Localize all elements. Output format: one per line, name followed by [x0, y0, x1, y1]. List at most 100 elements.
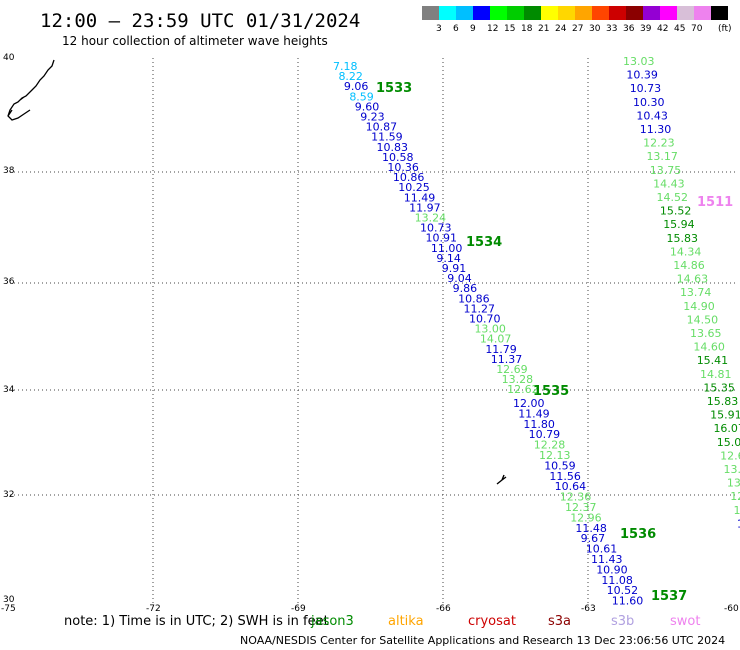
lat-lon-grid: [10, 58, 735, 603]
pass-number-label: 1533: [376, 81, 412, 96]
colorbar-label: 36: [623, 24, 635, 34]
swh-value: 15.05: [717, 436, 740, 449]
swh-value: 11.59: [371, 131, 403, 144]
swh-value: 12.96: [570, 511, 602, 524]
swh-value: 10.52: [607, 584, 639, 597]
swh-value: 14.86: [673, 259, 705, 272]
swh-value: 16.07: [713, 422, 740, 435]
swh-value: 9.04: [447, 272, 472, 285]
swh-value: 9.91: [442, 262, 467, 275]
satellite-legend-item: s3b: [611, 614, 634, 629]
swh-value: 14.52: [657, 191, 689, 204]
swh-value: 12.62: [507, 383, 538, 396]
longitude-labels: -75 -72 -69 -66 -63 -60: [1, 604, 739, 614]
lon-label: -60: [724, 604, 739, 614]
lat-label: 38: [3, 166, 15, 176]
swh-value: 9.60: [355, 100, 380, 113]
swh-value: 11.08: [601, 574, 633, 587]
swh-value: 9.86: [453, 282, 478, 295]
colorbar-swatch: [626, 6, 643, 20]
swh-value: 11.60: [612, 595, 644, 608]
colorbar-label: 27: [572, 24, 583, 34]
swh-value: 14.50: [687, 313, 719, 326]
lat-label: 34: [3, 385, 15, 395]
swh-value: 10.59: [544, 459, 576, 472]
swh-value: 14.07: [480, 333, 512, 346]
swh-value: 10.64: [555, 480, 587, 493]
swh-value: 10.83: [377, 141, 409, 154]
swh-value: 11.49: [518, 407, 550, 420]
swh-value: 12.: [730, 490, 740, 503]
swh-value: 10.58: [382, 151, 414, 164]
altimeter-tracks: 7.188.229.068.599.609.2310.8711.5910.831…: [333, 55, 740, 608]
swh-value: 10.36: [387, 161, 419, 174]
colorbar-swatch: [575, 6, 592, 20]
swh-value: 11.30: [640, 123, 672, 136]
colorbar-label: 21: [538, 24, 549, 34]
swh-value: 13.65: [690, 327, 722, 340]
colorbar-label: 3: [436, 24, 442, 34]
swh-value: 8.22: [338, 70, 363, 83]
latitude-labels: 40 38 36 34 32 30: [3, 53, 15, 605]
swh-value: 13.00: [474, 323, 506, 336]
swh-value: 10.79: [529, 428, 561, 441]
swh-value: 13.17: [646, 150, 678, 163]
swh-value: 10.73: [420, 222, 452, 235]
credit-line: NOAA/NESDIS Center for Satellite Applica…: [240, 634, 725, 647]
satellite-legend: jason3 altika cryosat s3a s3b swot: [310, 614, 700, 629]
colorbar-swatch: [609, 6, 626, 20]
colorbar-label: 70: [691, 24, 703, 34]
swh-value: 10.39: [626, 69, 658, 82]
swh-value: 10.91: [425, 232, 457, 245]
swh-value: 10.86: [393, 171, 425, 184]
swh-value: 10.86: [458, 292, 490, 305]
swh-value: 14.60: [693, 341, 725, 354]
coastline-outline: [7, 59, 55, 121]
colorbar-label: 42: [657, 24, 668, 34]
colorbar-swatch: [524, 6, 541, 20]
lat-label: 40: [3, 53, 15, 63]
swh-value: 12: [734, 504, 740, 517]
colorbar-swatch: [694, 6, 711, 20]
swh-value: 14.81: [700, 368, 732, 381]
colorbar-label: 45: [674, 24, 685, 34]
pass-number-label: 1536: [620, 527, 656, 542]
swh-value: 12.37: [565, 501, 597, 514]
swh-value: 9.14: [436, 252, 461, 265]
satellite-legend-item: altika: [388, 614, 424, 629]
colorbar-swatch: [711, 6, 728, 20]
colorbar-swatch: [643, 6, 660, 20]
swh-value: 9.67: [581, 532, 606, 545]
colorbar-swatch: [592, 6, 609, 20]
map-subtitle: 12 hour collection of altimeter wave hei…: [62, 34, 328, 48]
swh-value: 11.79: [485, 343, 517, 356]
swh-value: 10.70: [469, 313, 501, 326]
swh-value: 10.25: [398, 181, 430, 194]
swh-value: 7.18: [333, 60, 358, 73]
pass-number-label: 1535: [533, 384, 569, 399]
swh-value: 10.90: [596, 563, 628, 576]
swh-value: 13.03: [623, 55, 655, 68]
swh-value: 8.59: [349, 90, 374, 103]
colorbar-swatch: [456, 6, 473, 20]
pass-number-label: 1537: [651, 589, 687, 604]
satellite-legend-item: s3a: [548, 614, 571, 629]
swh-value: 12.13: [539, 449, 571, 462]
swh-value: 12.64: [720, 449, 740, 462]
swh-value: 12.23: [643, 137, 675, 150]
swh-value: 11.43: [591, 553, 623, 566]
lon-label: -63: [581, 604, 596, 614]
colorbar-swatch: [422, 6, 439, 20]
swh-value: 13.74: [680, 286, 712, 299]
colorbar-swatch: [677, 6, 694, 20]
swh-value: 10.87: [366, 121, 398, 134]
colorbar-label: 18: [521, 24, 533, 34]
colorbar-swatch: [541, 6, 558, 20]
lon-label: -69: [291, 604, 306, 614]
swh-value: 15.91: [710, 409, 740, 422]
swh-value: 12.00: [513, 397, 545, 410]
colorbar-swatch: [490, 6, 507, 20]
colorbar-label: 9: [470, 24, 476, 34]
swh-value: 14.43: [653, 177, 685, 190]
swh-value: 15.35: [703, 381, 735, 394]
